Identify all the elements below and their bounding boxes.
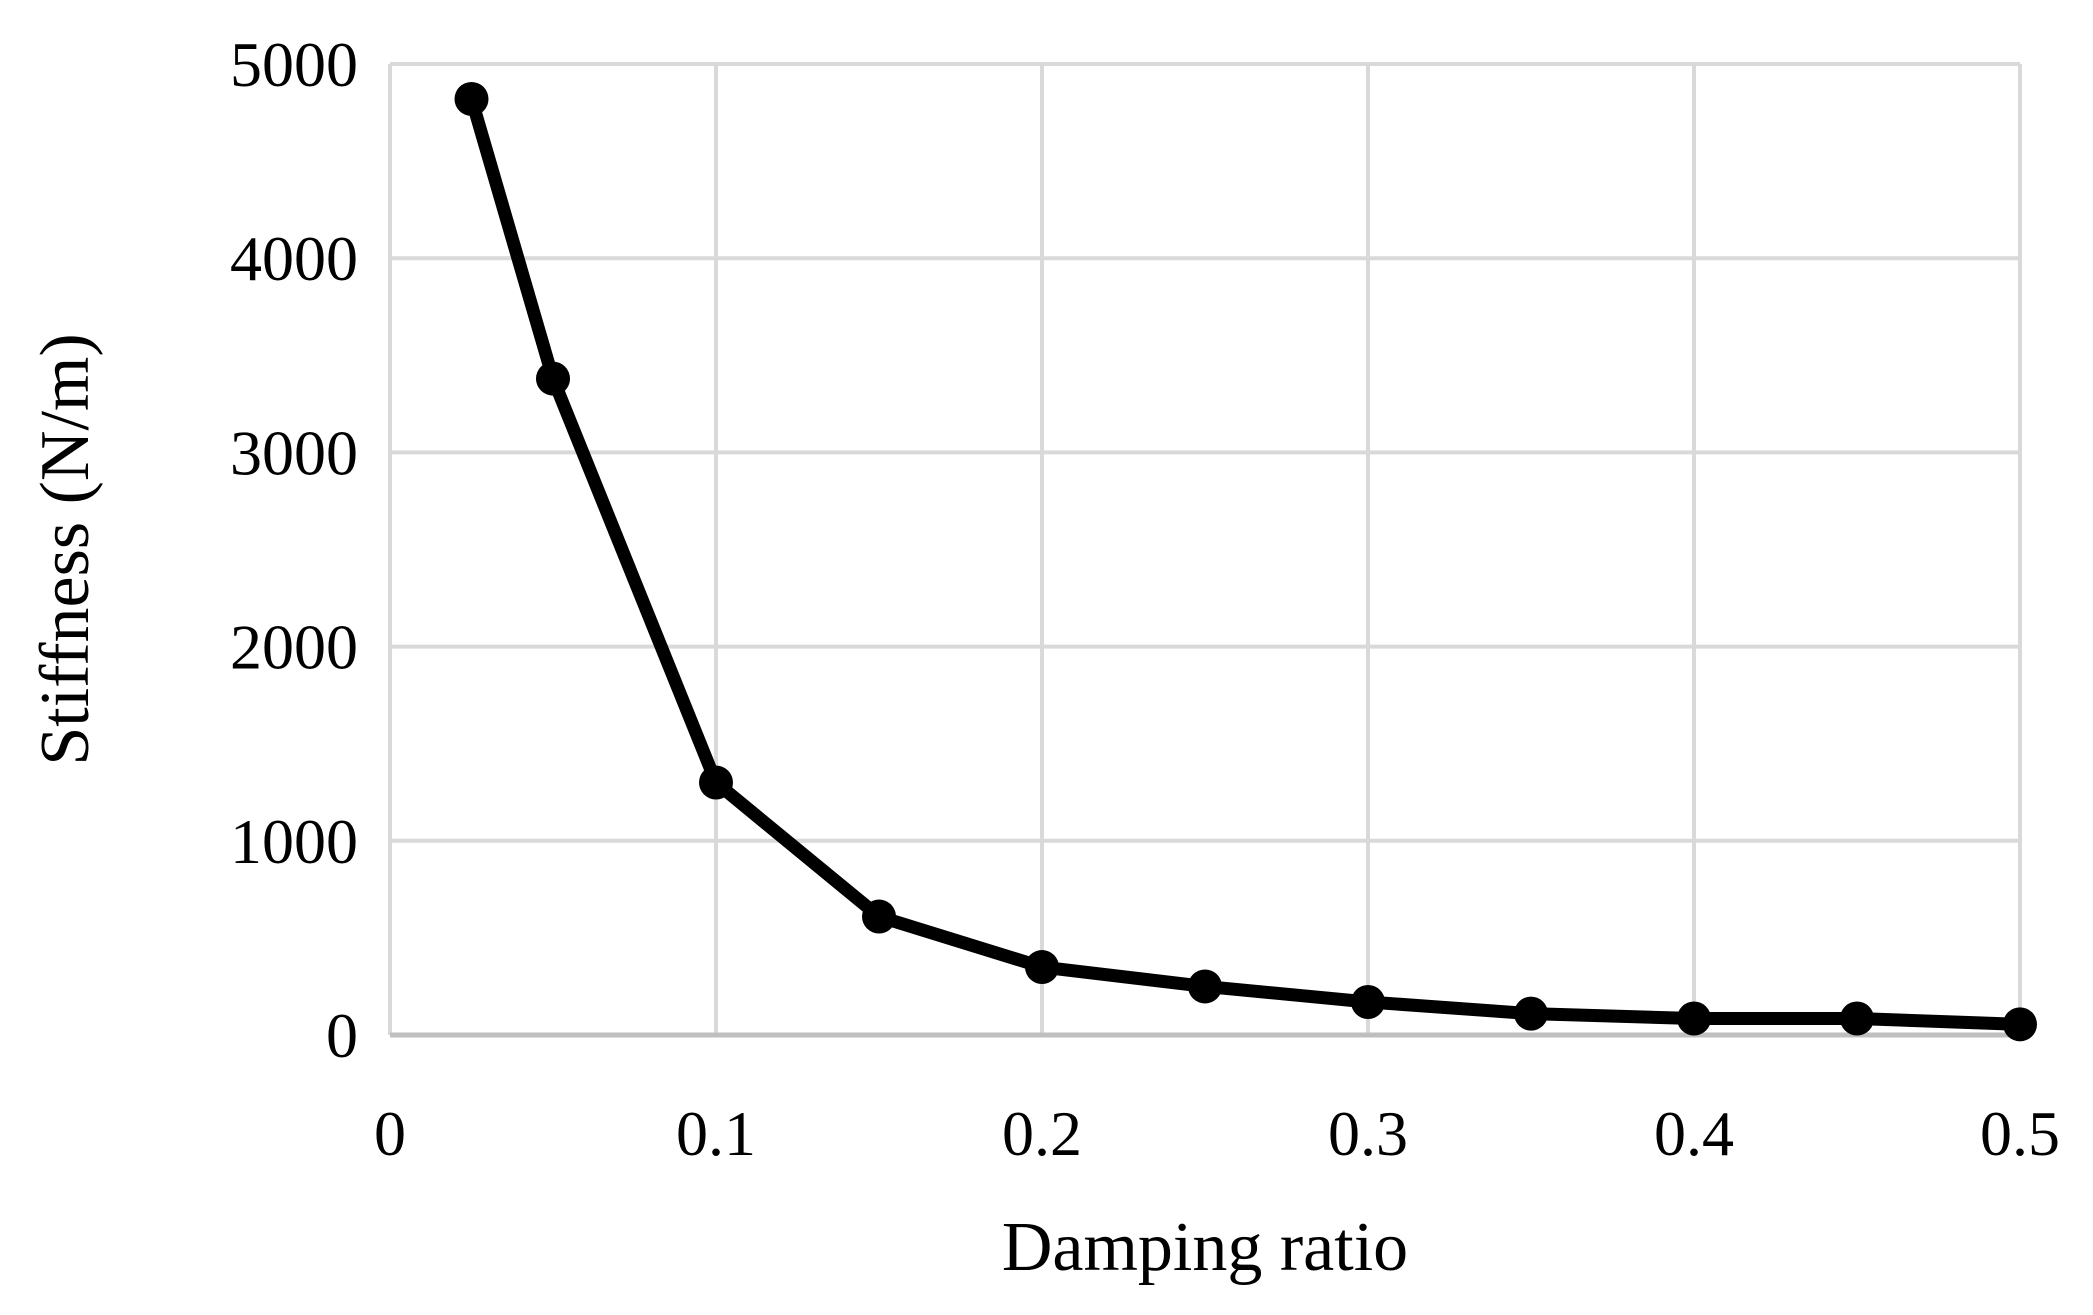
x-tick-label: 0.5 xyxy=(1980,1098,2060,1169)
series-line xyxy=(465,92,2027,1031)
data-point xyxy=(699,765,733,800)
y-tick-label: 3000 xyxy=(230,417,358,488)
tick-labels: 0 1000 2000 3000 4000 5000 0 0.1 0.2 0.3 0.4 0.5 xyxy=(230,29,2060,1169)
data-point xyxy=(862,899,896,934)
data-point xyxy=(1351,984,1385,1019)
data-point xyxy=(1188,969,1222,1004)
data-point xyxy=(1514,996,1548,1031)
data-point xyxy=(1840,1001,1874,1036)
y-tick-label: 2000 xyxy=(230,612,358,683)
x-tick-label: 0.1 xyxy=(676,1098,756,1169)
y-tick-label: 1000 xyxy=(230,806,358,877)
y-axis-title: Stiffness (N/m) xyxy=(27,333,104,765)
x-tick-label: 0 xyxy=(374,1098,406,1169)
data-point xyxy=(1677,1001,1711,1036)
x-axis-title: Damping ratio xyxy=(1002,1209,1408,1286)
y-tick-label: 4000 xyxy=(230,223,358,294)
y-tick-label: 0 xyxy=(326,1000,358,1071)
x-tick-label: 0.4 xyxy=(1654,1098,1734,1169)
data-point xyxy=(2003,1007,2037,1042)
data-point xyxy=(454,81,489,116)
data-series xyxy=(454,81,2037,1042)
y-tick-label: 5000 xyxy=(230,29,358,100)
data-point xyxy=(536,361,570,396)
grid xyxy=(388,62,2022,1035)
x-tick-label: 0.3 xyxy=(1328,1098,1408,1169)
data-point xyxy=(1025,950,1059,985)
x-tick-label: 0.2 xyxy=(1002,1098,1082,1169)
